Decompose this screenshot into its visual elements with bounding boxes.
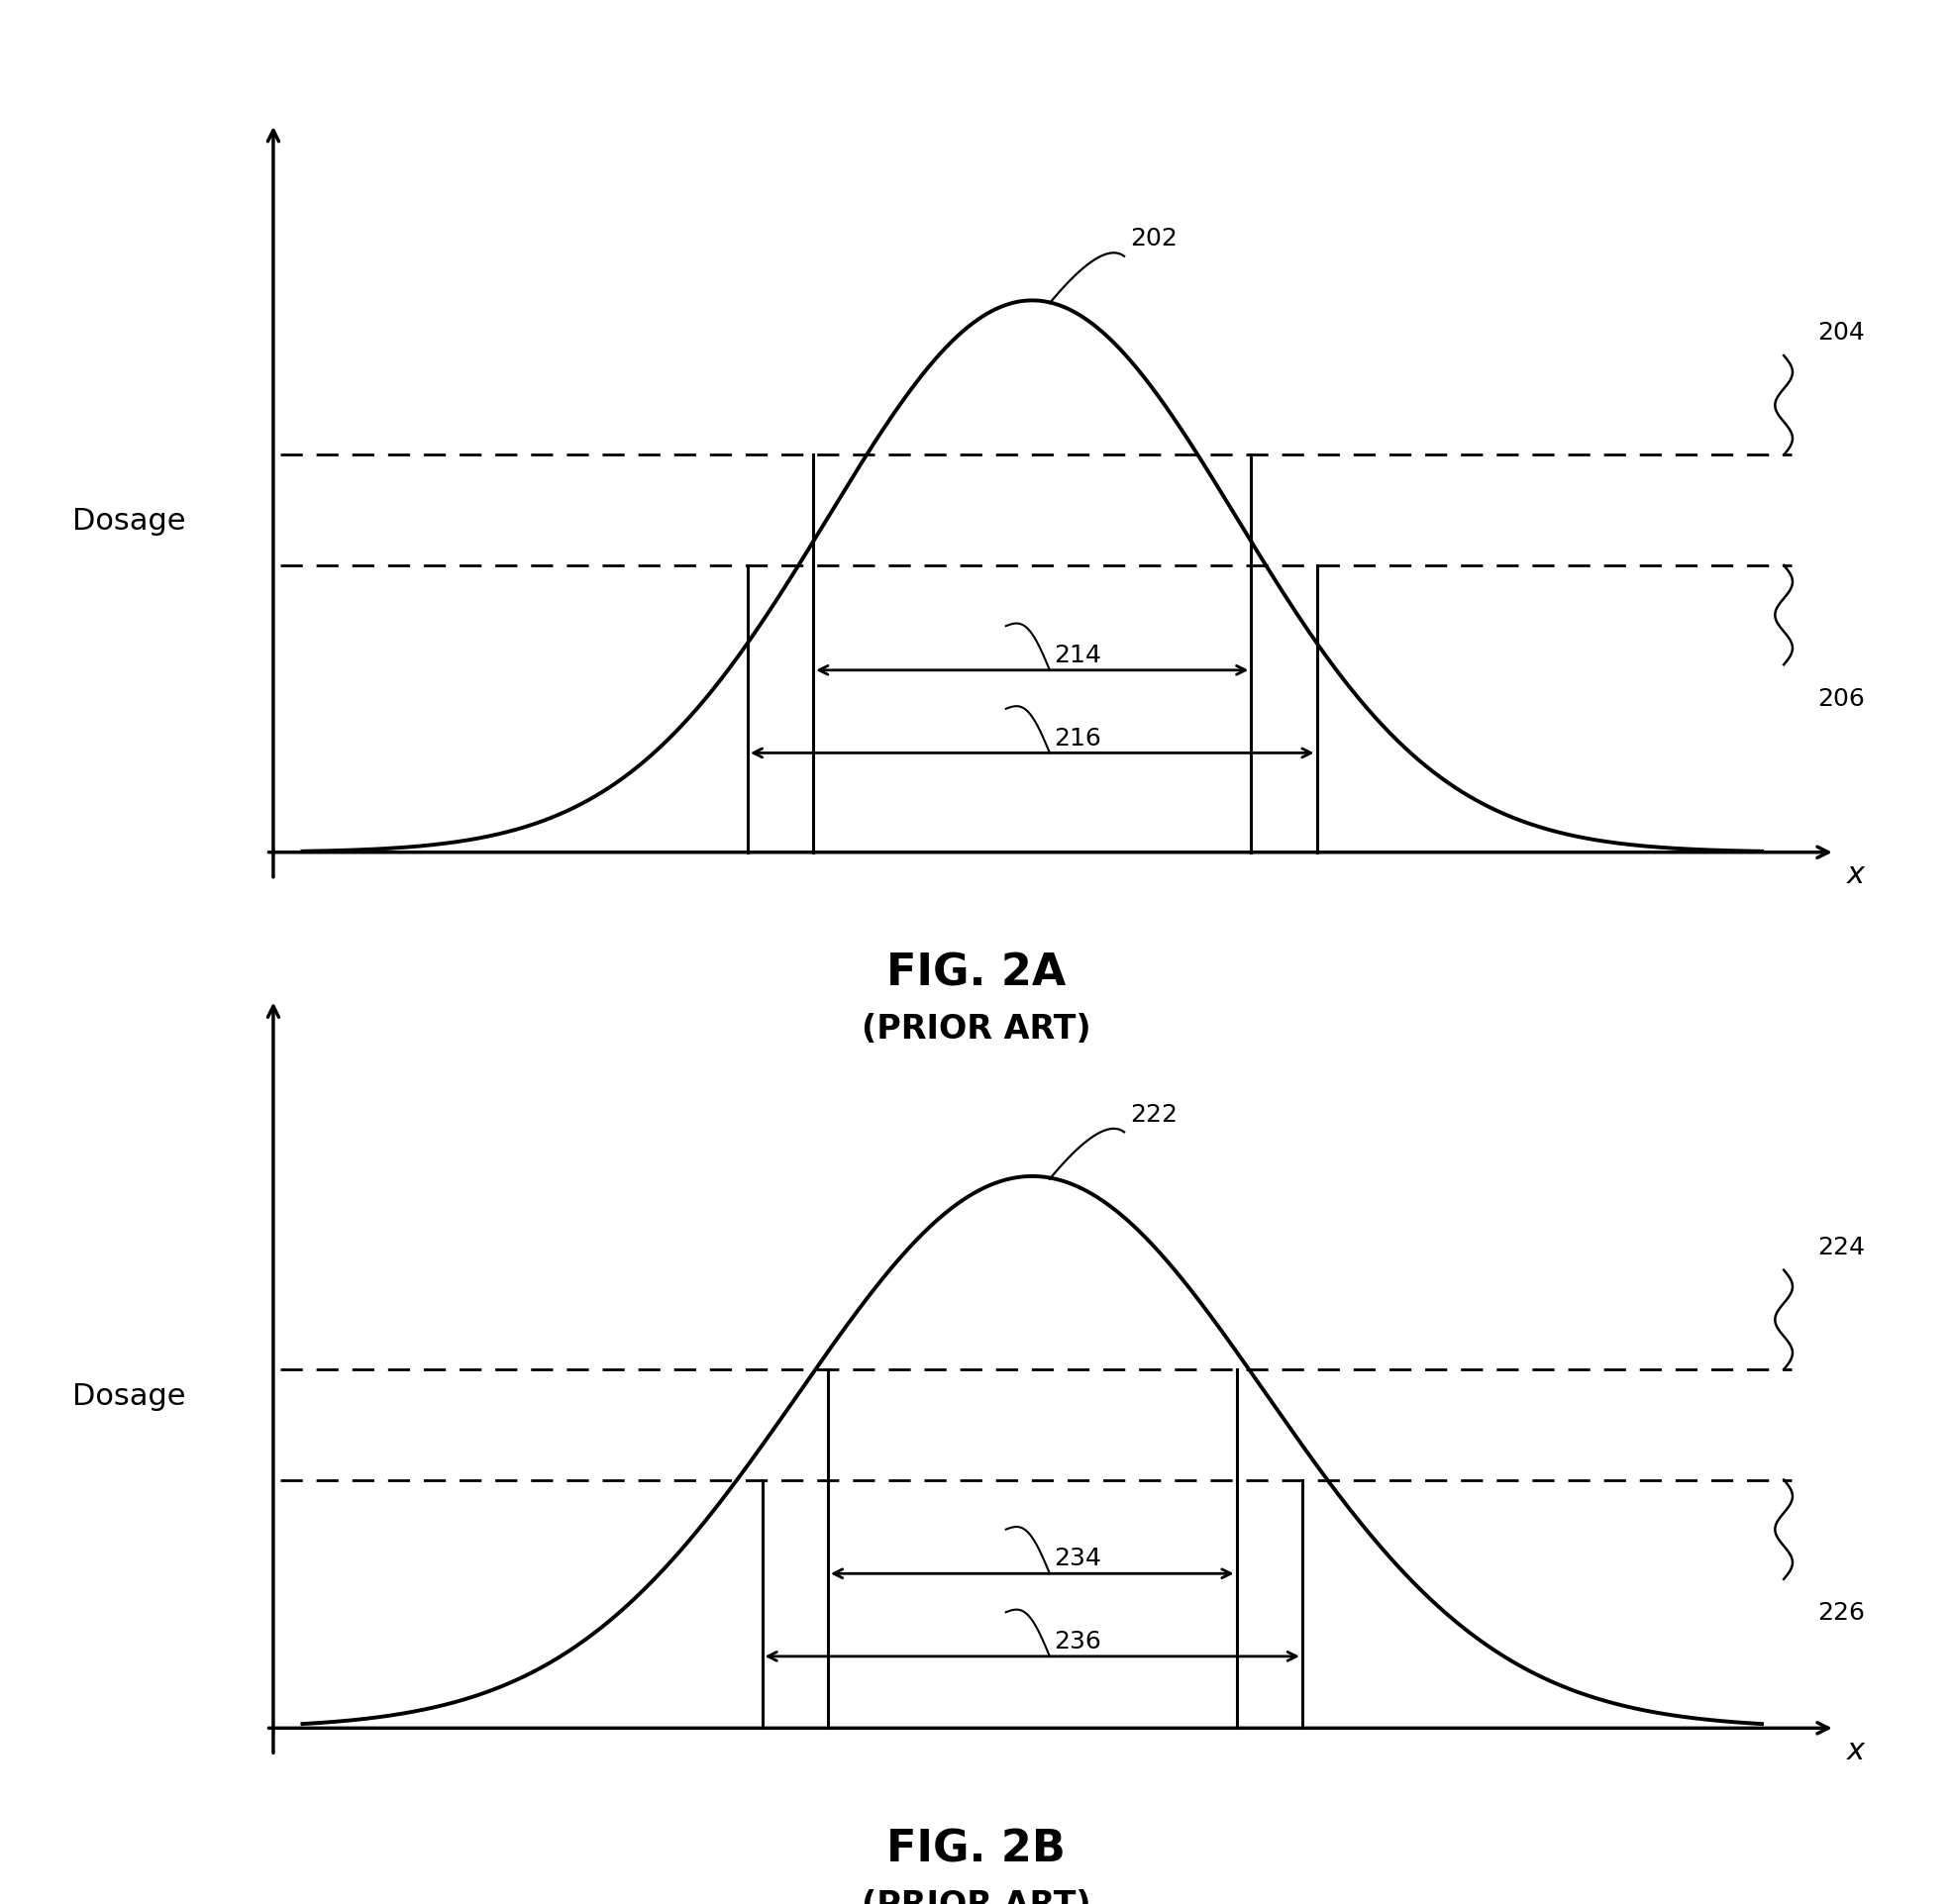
Text: 202: 202 [1130, 227, 1177, 251]
Text: Dosage: Dosage [72, 1382, 185, 1411]
Text: 226: 226 [1817, 1601, 1864, 1624]
Text: x: x [1847, 1736, 1864, 1765]
Text: FIG. 2B: FIG. 2B [886, 1828, 1066, 1870]
Text: 214: 214 [1054, 644, 1101, 668]
Text: 216: 216 [1054, 727, 1101, 750]
Text: x: x [1847, 861, 1864, 889]
Text: 206: 206 [1817, 687, 1864, 710]
Text: FIG. 2A: FIG. 2A [886, 952, 1066, 994]
Text: 222: 222 [1130, 1102, 1177, 1127]
Text: 236: 236 [1054, 1630, 1101, 1653]
Text: (PRIOR ART): (PRIOR ART) [861, 1889, 1091, 1904]
Text: 234: 234 [1054, 1548, 1101, 1571]
Text: (PRIOR ART): (PRIOR ART) [861, 1013, 1091, 1045]
Text: 204: 204 [1817, 320, 1864, 345]
Text: 224: 224 [1817, 1236, 1864, 1259]
Text: Dosage: Dosage [72, 506, 185, 535]
